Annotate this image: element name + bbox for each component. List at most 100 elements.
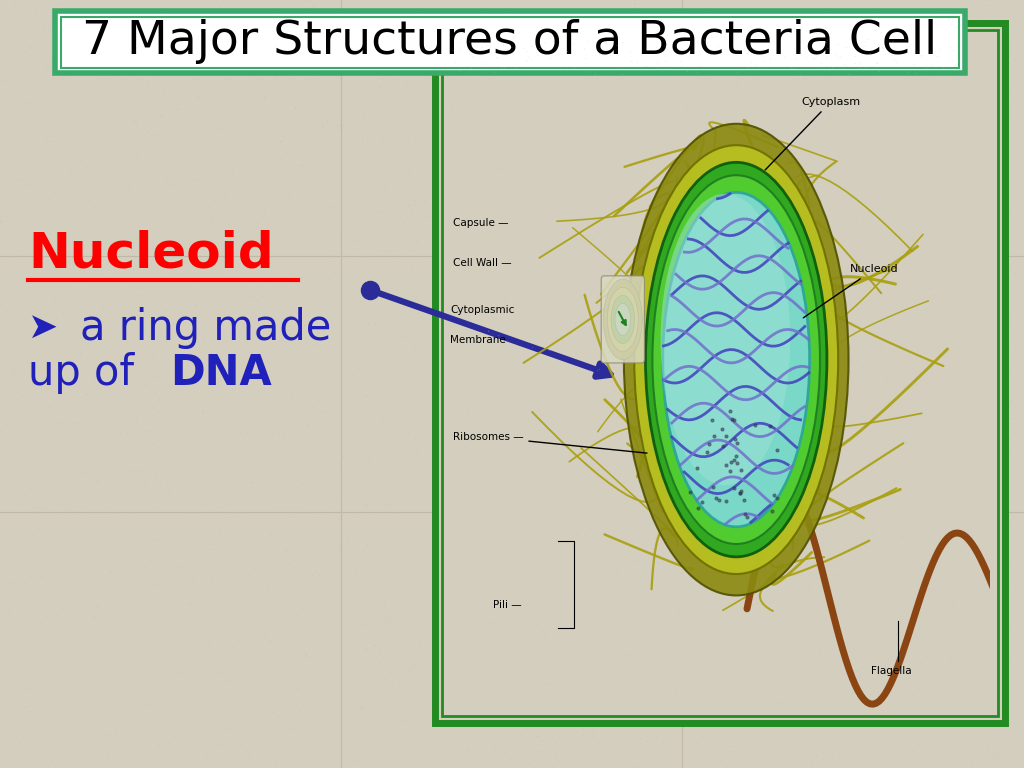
Point <box>677 112 693 124</box>
Point <box>932 111 948 123</box>
Point <box>345 711 361 723</box>
Point <box>357 5 374 17</box>
Point <box>787 137 804 150</box>
Point <box>748 633 764 645</box>
Point <box>880 389 896 401</box>
Point <box>786 147 803 160</box>
Point <box>590 303 606 315</box>
Point <box>173 84 189 97</box>
Point <box>421 8 437 21</box>
Point <box>506 493 522 505</box>
Point <box>168 327 184 339</box>
Point <box>739 321 756 333</box>
Point <box>102 641 119 653</box>
Point <box>540 508 556 521</box>
Point <box>970 395 986 407</box>
Point <box>862 137 879 150</box>
Point <box>955 392 972 404</box>
Point <box>246 230 262 243</box>
Point <box>75 737 91 750</box>
Point <box>459 310 475 322</box>
Point <box>367 138 383 151</box>
Point <box>14 174 31 187</box>
Point <box>546 614 562 626</box>
Point <box>956 564 973 576</box>
Point <box>808 584 824 597</box>
Point <box>532 537 549 549</box>
Point <box>924 370 940 382</box>
Point <box>29 208 45 220</box>
Point <box>649 553 666 565</box>
Point <box>486 318 503 330</box>
Point <box>167 345 183 357</box>
Point <box>943 644 959 656</box>
Point <box>751 543 767 555</box>
Point <box>452 37 468 49</box>
Point <box>518 575 535 588</box>
Point <box>485 448 502 460</box>
Point <box>444 81 461 94</box>
Point <box>801 216 817 228</box>
Point <box>275 28 292 40</box>
Point <box>714 137 730 149</box>
Point <box>668 200 684 213</box>
Text: Cytoplasmic: Cytoplasmic <box>450 305 514 315</box>
Point <box>723 434 739 446</box>
Point <box>737 288 754 300</box>
Point <box>202 48 218 61</box>
Point <box>598 396 614 409</box>
Point <box>681 239 697 251</box>
Point <box>197 675 213 687</box>
Point <box>780 296 797 308</box>
Point <box>980 452 996 464</box>
Point <box>891 560 907 572</box>
Point <box>745 283 762 295</box>
Point <box>676 148 692 161</box>
Point <box>348 28 365 41</box>
Point <box>821 392 838 404</box>
Point <box>22 209 38 221</box>
Point <box>773 257 790 270</box>
Point <box>894 330 910 343</box>
Point <box>502 551 518 563</box>
Point <box>98 271 115 283</box>
Point <box>460 184 476 197</box>
Point <box>736 247 753 260</box>
Point <box>839 184 855 197</box>
Point <box>801 574 817 587</box>
Point <box>682 590 698 602</box>
Point <box>51 204 68 216</box>
Point <box>110 695 126 707</box>
Point <box>504 121 520 133</box>
Point <box>941 367 957 379</box>
Point <box>273 726 290 738</box>
Point <box>432 696 449 708</box>
Point <box>776 665 793 677</box>
Point <box>308 29 325 41</box>
Point <box>91 432 108 445</box>
Point <box>925 254 941 266</box>
Point <box>329 84 345 97</box>
Point <box>637 630 653 642</box>
Point <box>621 116 637 128</box>
Point <box>585 686 601 698</box>
Point <box>648 219 665 231</box>
Point <box>195 406 211 418</box>
Point <box>134 404 151 416</box>
Point <box>523 379 540 391</box>
Point <box>938 230 954 242</box>
Point <box>964 650 980 663</box>
Point <box>783 230 800 243</box>
Point <box>134 420 151 432</box>
Point <box>735 253 752 266</box>
Point <box>228 271 245 283</box>
Point <box>542 206 558 218</box>
Point <box>574 469 591 482</box>
Point <box>479 39 496 51</box>
Point <box>213 449 229 462</box>
Point <box>796 758 812 768</box>
Point <box>451 385 467 397</box>
Point <box>59 511 76 524</box>
Point <box>840 637 856 650</box>
Point <box>734 197 751 210</box>
